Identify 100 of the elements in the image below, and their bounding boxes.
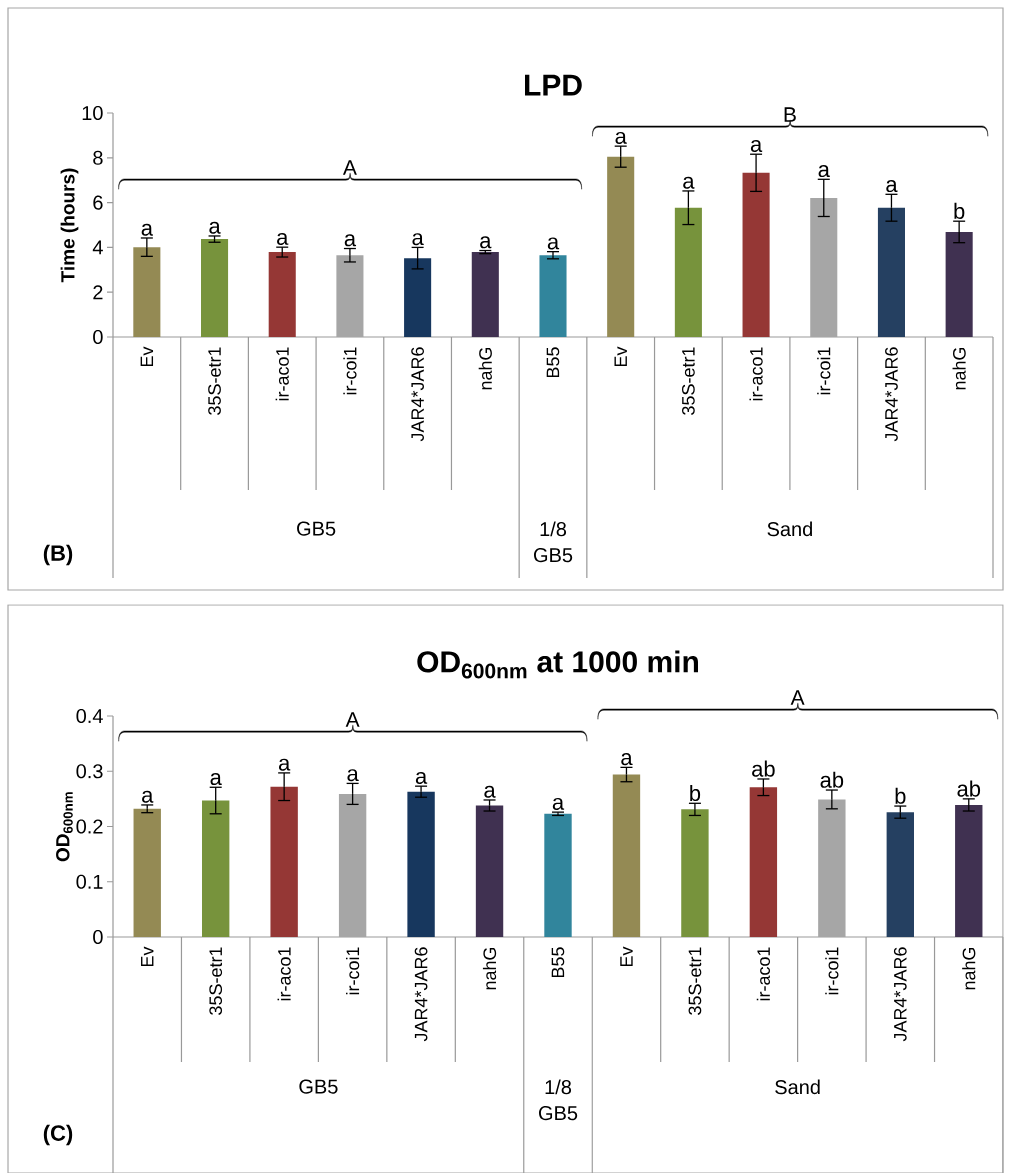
y-tick-label: 0.1 — [76, 874, 103, 889]
text: (C) — [43, 1124, 73, 1146]
chart-title: OD$_{600nm}$ at 1000 min — [417, 650, 698, 679]
data-label: a — [683, 176, 695, 189]
y-tick-label: 8 — [93, 150, 103, 165]
data-label: a — [547, 237, 560, 250]
bar — [539, 255, 567, 337]
x-tick-label: ir-coi1 — [817, 347, 831, 395]
bar — [810, 197, 838, 337]
bar — [338, 793, 367, 937]
x-tick-label: JAR4*JAR6 — [411, 347, 424, 442]
y-tick-label: 6 — [93, 195, 103, 210]
data-label: a — [142, 790, 154, 803]
bar — [544, 813, 572, 937]
data-label: a — [277, 232, 289, 245]
data-label: a — [480, 236, 492, 249]
x-tick-label: ir-aco1 — [749, 347, 763, 401]
data-label: a — [347, 769, 359, 782]
data-label: a — [278, 758, 291, 771]
data-label: ab — [957, 780, 981, 797]
y-tick-label: 2 — [93, 285, 103, 300]
y-tick-label: 0.4 — [76, 708, 103, 724]
text: Sand — [767, 521, 812, 537]
data-label: a — [484, 785, 496, 798]
bar — [607, 156, 635, 337]
y-tick-label: 10 — [82, 105, 103, 121]
data-label: a — [886, 180, 898, 193]
text: Sand — [775, 1079, 820, 1095]
text: GB5 — [297, 521, 336, 536]
bar — [268, 252, 296, 337]
y-tick-label: 4 — [92, 240, 103, 255]
data-label: a — [344, 234, 357, 247]
data-label: ab — [752, 760, 775, 777]
data-label: a — [210, 773, 222, 786]
y-tick-label: 0.2 — [76, 819, 103, 834]
bar — [818, 799, 846, 937]
y-tick-label: 0 — [93, 929, 103, 945]
x-tick-label: ir-coi1 — [343, 347, 357, 395]
bar — [681, 809, 709, 937]
data-label: ab — [820, 771, 844, 788]
x-tick-label: 35S-etr1 — [209, 947, 223, 1015]
bar — [742, 172, 770, 337]
x-tick-label: 35S-etr1 — [688, 947, 702, 1015]
chart-title: LPD — [525, 74, 582, 96]
data-label: a — [750, 139, 763, 153]
bar — [471, 252, 499, 337]
data-label: a — [615, 131, 627, 144]
bar — [955, 804, 983, 937]
x-tick-label: 35S-etr1 — [208, 347, 221, 415]
y-axis-title: Time (hours) — [60, 168, 79, 283]
annotation: A — [342, 160, 357, 175]
y-axis-title: OD$_{600nm}$ — [56, 792, 73, 862]
data-label: b — [954, 202, 965, 219]
x-tick-label: nahG — [478, 347, 492, 390]
x-tick-label: ir-coi1 — [825, 947, 839, 995]
data-label: a — [621, 753, 633, 766]
x-tick-label: ir-aco1 — [756, 947, 770, 1001]
bar — [270, 786, 298, 937]
bar — [612, 774, 641, 937]
data-label: a — [818, 165, 830, 178]
text: 1/8 GB5 — [538, 1079, 578, 1121]
annotation: A — [345, 712, 360, 727]
bar — [877, 207, 905, 337]
x-tick-label: JAR4*JAR6 — [893, 947, 907, 1042]
x-tick-label: B55 — [546, 347, 560, 378]
bar — [202, 800, 230, 937]
x-tick-label: Ev — [141, 946, 154, 967]
bar — [133, 247, 161, 337]
data-label: a — [412, 233, 424, 246]
bar — [475, 805, 504, 937]
x-tick-label: Ev — [614, 346, 627, 367]
text: (B) — [43, 544, 73, 566]
bar — [133, 808, 161, 937]
data-label: a — [209, 221, 221, 234]
x-tick-label: ir-aco1 — [275, 347, 289, 401]
x-tick-label: ir-coi1 — [346, 947, 360, 995]
y-tick-label: 0.3 — [76, 764, 103, 779]
x-tick-label: JAR4*JAR6 — [414, 947, 428, 1042]
bar — [886, 812, 914, 937]
data-label: a — [141, 223, 153, 236]
x-tick-label: Ev — [140, 346, 154, 367]
data-label: a — [552, 797, 565, 810]
data-label: a — [415, 771, 428, 784]
x-tick-label: JAR4*JAR6 — [885, 347, 898, 442]
bar — [336, 255, 364, 337]
x-tick-label: 35S-etr1 — [682, 347, 695, 415]
bar — [407, 791, 435, 937]
bar — [404, 258, 432, 337]
x-tick-label: nahG — [482, 947, 497, 990]
x-tick-label: ir-aco1 — [277, 947, 291, 1001]
bar — [674, 207, 702, 337]
bar — [201, 239, 229, 337]
x-tick-label: nahG — [952, 347, 966, 390]
data-label: b — [690, 784, 701, 802]
bar — [945, 231, 973, 337]
y-tick-label: 0 — [93, 329, 103, 345]
text: 1/8 GB5 — [533, 521, 573, 563]
text: GB5 — [299, 1079, 338, 1094]
annotation: B — [784, 107, 796, 122]
x-tick-label: nahG — [962, 947, 976, 990]
